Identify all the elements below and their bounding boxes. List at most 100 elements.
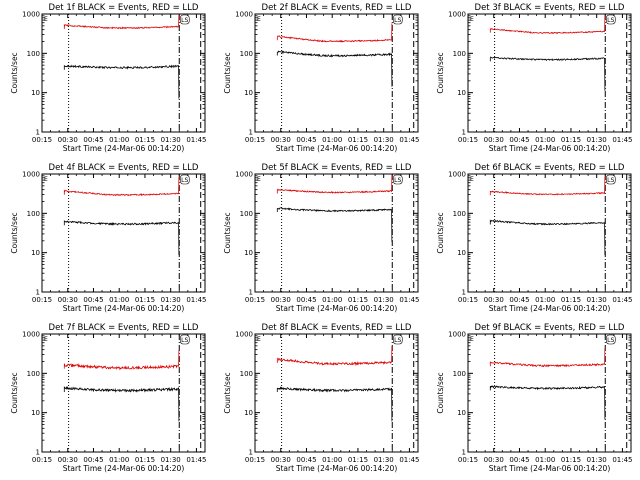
x-tick-label: 01:45 — [612, 456, 632, 464]
detector-chart-2: Det 2f BLACK = Events, RED = LLD 1 10 100 10… — [223, 3, 420, 153]
plot-frame — [254, 333, 419, 453]
x-tick-label: 00:45 — [83, 296, 103, 304]
y-tick-label: 1 — [249, 129, 253, 137]
x-axis-label: Start Time (24-Mar-06 00:14:20) — [489, 464, 611, 473]
x-tick-label: 01:30 — [587, 136, 607, 144]
y-axis-label: Counts/sec — [436, 212, 445, 253]
y-tick-label: 1000 — [235, 11, 253, 19]
y-tick-label: 10 — [457, 249, 466, 257]
legend-mark-box — [392, 334, 403, 345]
x-tick-label: 00:15 — [245, 456, 265, 464]
detector-chart-8: Det 8f BLACK = Events, RED = LLD 1 10 100 10… — [223, 323, 420, 473]
y-tick-label: 100 — [27, 370, 40, 378]
events-series-line — [63, 64, 180, 99]
events-series-line — [63, 385, 180, 422]
corner-mark: E — [257, 176, 261, 183]
x-axis-label: Start Time (24-Mar-06 00:14:20) — [63, 304, 185, 313]
x-axis-label: Start Time (24-Mar-06 00:14:20) — [63, 144, 185, 153]
x-tick-label: 01:15 — [348, 456, 368, 464]
legend-mark-text: LS — [181, 177, 188, 184]
x-tick-label: 01:15 — [135, 456, 155, 464]
x-tick-label: 00:45 — [509, 296, 529, 304]
x-tick-label: 01:30 — [587, 456, 607, 464]
chart-title: Det 6f BLACK = Events, RED = LLD — [475, 163, 625, 173]
y-tick-label: 1000 — [22, 331, 40, 339]
x-axis-label: Start Time (24-Mar-06 00:14:20) — [489, 144, 611, 153]
legend-mark-text: LS — [181, 17, 188, 24]
x-tick-label: 01:45 — [399, 296, 419, 304]
x-tick-label: 01:15 — [135, 296, 155, 304]
x-tick-label: 01:30 — [374, 136, 394, 144]
corner-mark: E — [44, 16, 48, 23]
detector-chart-9: Det 9f BLACK = Events, RED = LLD 1 10 100 10… — [436, 323, 633, 473]
y-tick-label: 1 — [249, 449, 253, 457]
y-axis-label: Counts/sec — [10, 372, 19, 413]
x-tick-label: 01:45 — [612, 136, 632, 144]
x-tick-label: 00:30 — [484, 136, 504, 144]
y-tick-label: 100 — [27, 50, 40, 58]
x-tick-label: 01:00 — [322, 136, 342, 144]
x-tick-label: 01:00 — [535, 456, 555, 464]
y-tick-label: 1 — [36, 129, 40, 137]
x-tick-label: 00:15 — [458, 456, 478, 464]
legend-mark-box — [179, 174, 190, 185]
corner-mark: E — [470, 336, 474, 343]
y-axis-label: Counts/sec — [10, 52, 19, 93]
detector-chart-6: Det 6f BLACK = Events, RED = LLD 1 10 100 10… — [436, 163, 633, 313]
x-tick-label: 01:15 — [561, 296, 581, 304]
plot-frame — [467, 173, 632, 293]
y-tick-label: 1000 — [448, 331, 466, 339]
y-tick-label: 10 — [31, 409, 40, 417]
x-tick-label: 00:45 — [296, 136, 316, 144]
x-tick-label: 01:00 — [109, 456, 129, 464]
lld-series-line — [489, 176, 606, 196]
x-tick-label: 01:00 — [109, 136, 129, 144]
x-tick-label: 00:45 — [509, 456, 529, 464]
y-axis-label: Counts/sec — [10, 212, 19, 253]
y-tick-label: 10 — [457, 409, 466, 417]
y-tick-label: 100 — [453, 210, 466, 218]
chart-title: Det 5f BLACK = Events, RED = LLD — [262, 163, 412, 173]
chart-title: Det 9f BLACK = Events, RED = LLD — [475, 323, 625, 333]
legend-mark-box — [605, 14, 616, 25]
detector-chart-7: Det 7f BLACK = Events, RED = LLD 1 10 100 10… — [10, 323, 207, 473]
y-tick-label: 100 — [240, 50, 253, 58]
events-series-line — [276, 207, 393, 242]
y-tick-label: 1000 — [235, 171, 253, 179]
x-axis-label: Start Time (24-Mar-06 00:14:20) — [276, 304, 398, 313]
y-tick-label: 1000 — [22, 171, 40, 179]
x-tick-label: 00:15 — [458, 296, 478, 304]
x-axis-label: Start Time (24-Mar-06 00:14:20) — [489, 304, 611, 313]
x-tick-label: 00:30 — [484, 296, 504, 304]
y-axis-label: Counts/sec — [436, 52, 445, 93]
x-tick-label: 00:30 — [58, 296, 78, 304]
x-axis-label: Start Time (24-Mar-06 00:14:20) — [63, 464, 185, 473]
y-tick-label: 1000 — [448, 11, 466, 19]
detector-chart-1: Det 1f BLACK = Events, RED = LLD 1 10 100 10… — [10, 3, 207, 153]
x-tick-label: 00:15 — [245, 296, 265, 304]
y-axis-label: Counts/sec — [436, 372, 445, 413]
legend-mark-text: LS — [394, 17, 401, 24]
x-tick-label: 01:15 — [561, 136, 581, 144]
y-tick-label: 100 — [27, 210, 40, 218]
lld-series-line — [63, 13, 180, 30]
lld-series-line — [276, 345, 393, 367]
legend-mark-text: LS — [607, 337, 614, 344]
x-axis-label: Start Time (24-Mar-06 00:14:20) — [276, 464, 398, 473]
legend-mark-box — [179, 334, 190, 345]
y-axis-label: Counts/sec — [223, 372, 232, 413]
lld-series-line — [276, 23, 393, 43]
plot-frame — [254, 13, 419, 133]
x-tick-label: 00:45 — [509, 136, 529, 144]
lld-series-line — [276, 174, 393, 194]
x-tick-label: 01:45 — [186, 136, 206, 144]
chart-title: Det 7f BLACK = Events, RED = LLD — [49, 323, 199, 333]
y-tick-label: 1000 — [235, 331, 253, 339]
plot-frame — [467, 13, 632, 133]
legend-mark-text: LS — [181, 337, 188, 344]
lld-series-line — [489, 15, 606, 34]
x-tick-label: 00:15 — [458, 136, 478, 144]
x-tick-label: 00:45 — [83, 456, 103, 464]
plot-frame — [41, 173, 206, 293]
x-tick-label: 00:30 — [484, 456, 504, 464]
